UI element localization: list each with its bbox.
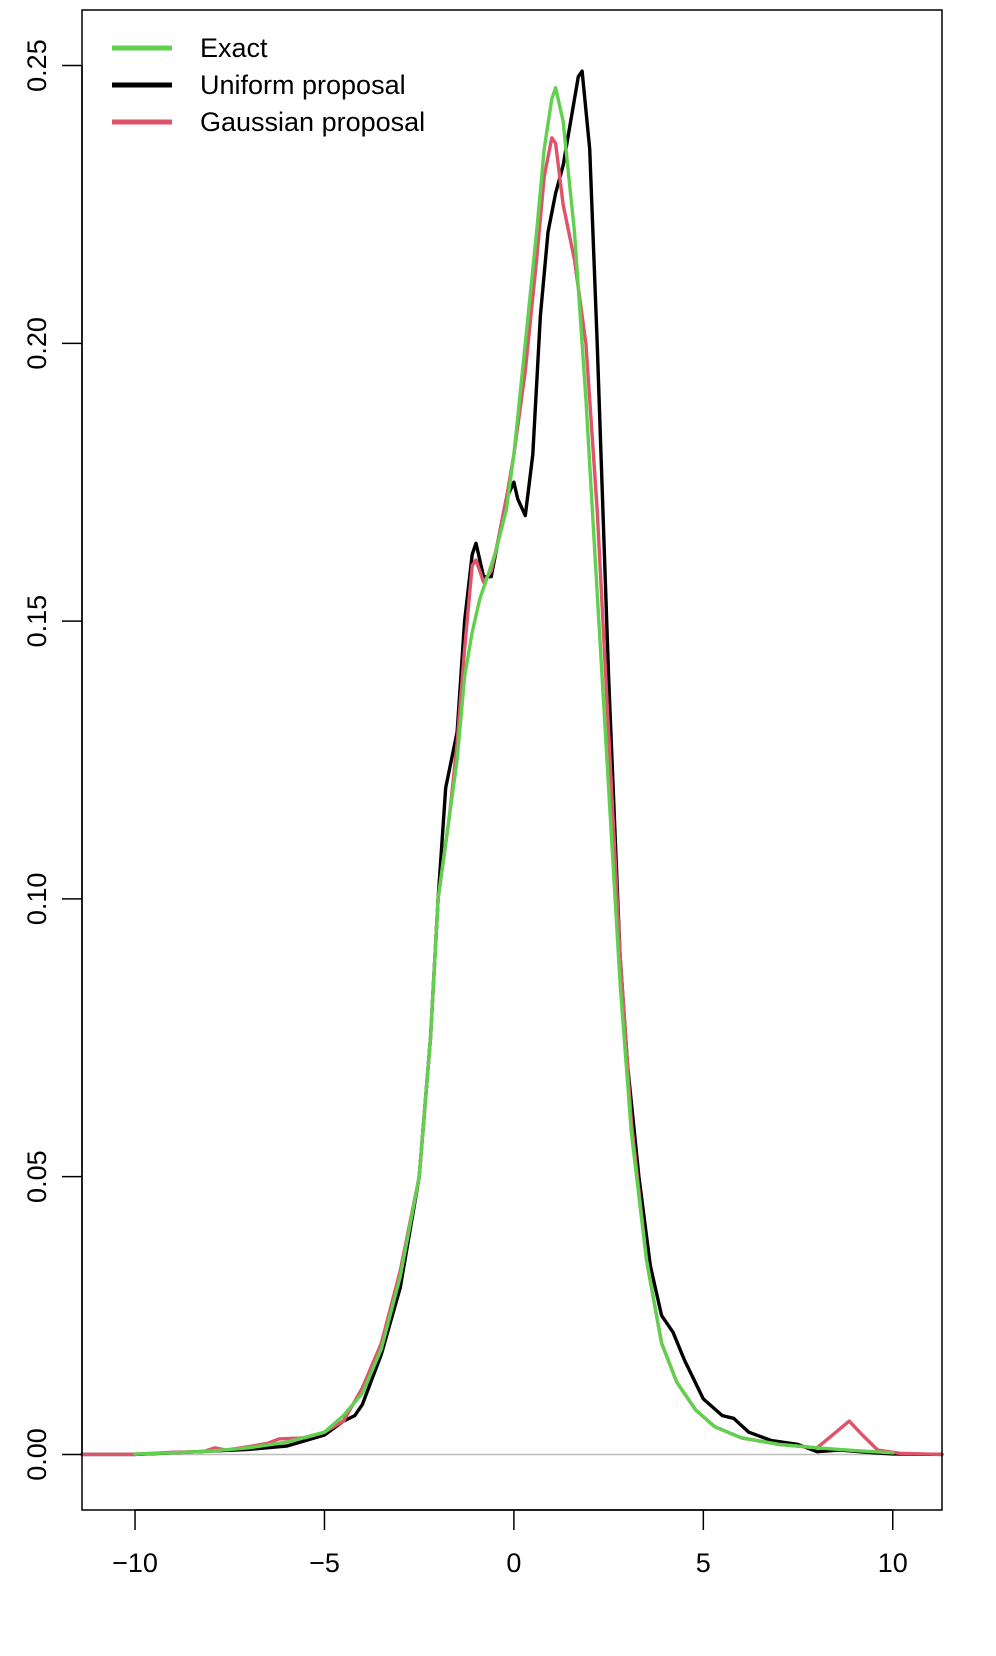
- series-lines: [80, 69, 944, 1457]
- y-tick-label: 0.15: [22, 595, 52, 648]
- legend: Exact Uniform proposal Gaussian proposal: [112, 33, 425, 137]
- x-tick-label: −5: [309, 1548, 340, 1578]
- y-tick-label: 0.20: [22, 317, 52, 370]
- x-tick-label: 5: [696, 1548, 711, 1578]
- series-line-1: [80, 69, 944, 1457]
- legend-item: Exact: [112, 33, 268, 63]
- legend-item: Gaussian proposal: [112, 107, 425, 137]
- x-tick-label: −10: [112, 1548, 158, 1578]
- legend-label: Uniform proposal: [200, 70, 406, 100]
- y-tick-label: 0.10: [22, 873, 52, 926]
- x-tick-label: 10: [878, 1548, 908, 1578]
- series-line-3: [133, 86, 895, 1456]
- y-tick-label: 0.25: [22, 39, 52, 92]
- legend-item: Uniform proposal: [112, 70, 406, 100]
- legend-label: Exact: [200, 33, 268, 63]
- x-tick-label: 0: [506, 1548, 521, 1578]
- y-tick-label: 0.05: [22, 1150, 52, 1203]
- legend-label: Gaussian proposal: [200, 107, 425, 137]
- plot-frame: [81, 9, 943, 1511]
- y-tick-label: 0.00: [22, 1428, 52, 1481]
